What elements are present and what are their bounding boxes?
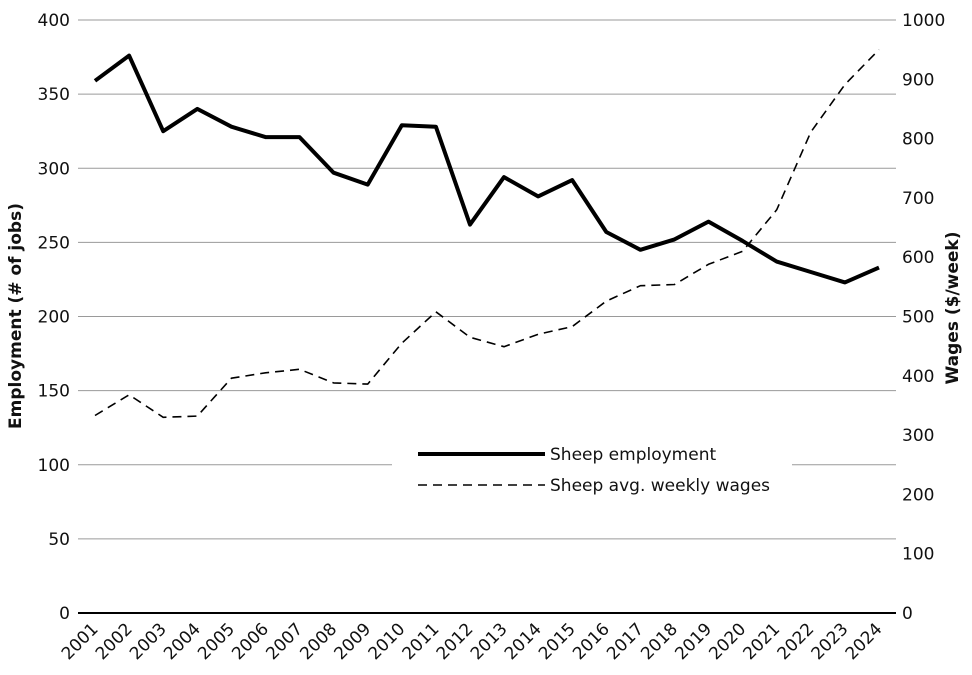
x-tick-label: 2009 bbox=[331, 619, 376, 664]
right-tick-label: 900 bbox=[902, 70, 934, 90]
x-tick-label: 2018 bbox=[637, 619, 682, 664]
right-tick-label: 100 bbox=[902, 545, 934, 565]
x-tick-label: 2021 bbox=[740, 619, 785, 664]
left-tick-label: 350 bbox=[38, 85, 70, 105]
legend-label-employment: Sheep employment bbox=[550, 445, 716, 465]
right-tick-label: 200 bbox=[902, 485, 934, 505]
right-tick-label: 700 bbox=[902, 189, 934, 209]
right-tick-label: 300 bbox=[902, 426, 934, 446]
x-tick-label: 2022 bbox=[774, 619, 819, 664]
left-tick-label: 50 bbox=[48, 530, 70, 550]
legend-background bbox=[392, 432, 792, 500]
x-tick-label: 2016 bbox=[569, 619, 614, 664]
right-tick-label: 0 bbox=[902, 604, 913, 624]
x-tick-label: 2023 bbox=[808, 619, 853, 664]
x-tick-label: 2011 bbox=[399, 619, 444, 664]
series-line-wages bbox=[94, 49, 880, 419]
legend: Sheep employment Sheep avg. weekly wages bbox=[392, 432, 792, 500]
right-tick-label: 500 bbox=[902, 308, 934, 328]
left-tick-label: 0 bbox=[59, 604, 70, 624]
x-tick-label: 2004 bbox=[160, 619, 205, 664]
x-tick-label: 2006 bbox=[228, 619, 273, 664]
x-tick-label: 2010 bbox=[365, 619, 410, 664]
x-tick-label: 2007 bbox=[262, 619, 307, 664]
series-lines bbox=[93, 49, 880, 419]
left-tick-label: 100 bbox=[38, 456, 70, 476]
left-tick-label: 150 bbox=[38, 382, 70, 402]
grid bbox=[78, 19, 896, 540]
right-axis-title: Wages ($/week) bbox=[943, 232, 963, 385]
right-tick-label: 800 bbox=[902, 130, 934, 150]
x-tick-label: 2013 bbox=[467, 619, 512, 664]
x-tick-label: 2005 bbox=[194, 619, 239, 664]
x-tick-label: 2003 bbox=[126, 619, 171, 664]
x-tick-label: 2017 bbox=[603, 619, 648, 664]
x-tick-label: 2020 bbox=[705, 619, 750, 664]
left-tick-label: 300 bbox=[38, 159, 70, 179]
x-tick-label: 2015 bbox=[535, 619, 580, 664]
right-axis-ticks: 0 100 200 300 400 500 600 700 800 900 1000 bbox=[902, 11, 945, 624]
left-axis-ticks: 0 50 100 150 200 250 300 350 400 bbox=[38, 11, 70, 624]
x-tick-label: 2002 bbox=[92, 619, 137, 664]
x-tick-label: 2019 bbox=[671, 619, 716, 664]
left-tick-label: 250 bbox=[38, 233, 70, 253]
x-tick-label: 2001 bbox=[58, 619, 103, 664]
legend-label-wages: Sheep avg. weekly wages bbox=[550, 476, 770, 496]
x-tick-label: 2012 bbox=[433, 619, 478, 664]
right-tick-label: 400 bbox=[902, 367, 934, 387]
series-line-employment bbox=[93, 53, 880, 285]
left-tick-label: 200 bbox=[38, 308, 70, 328]
right-tick-label: 600 bbox=[902, 248, 934, 268]
x-tick-label: 2014 bbox=[501, 619, 546, 664]
x-tick-label: 2024 bbox=[842, 619, 887, 664]
x-tick-label: 2008 bbox=[296, 619, 341, 664]
x-axis-ticks: 2001200220032004200520062007200820092010… bbox=[58, 619, 887, 664]
right-tick-label: 1000 bbox=[902, 11, 945, 31]
left-tick-label: 400 bbox=[38, 11, 70, 31]
left-axis-title: Employment (# of jobs) bbox=[6, 203, 26, 429]
